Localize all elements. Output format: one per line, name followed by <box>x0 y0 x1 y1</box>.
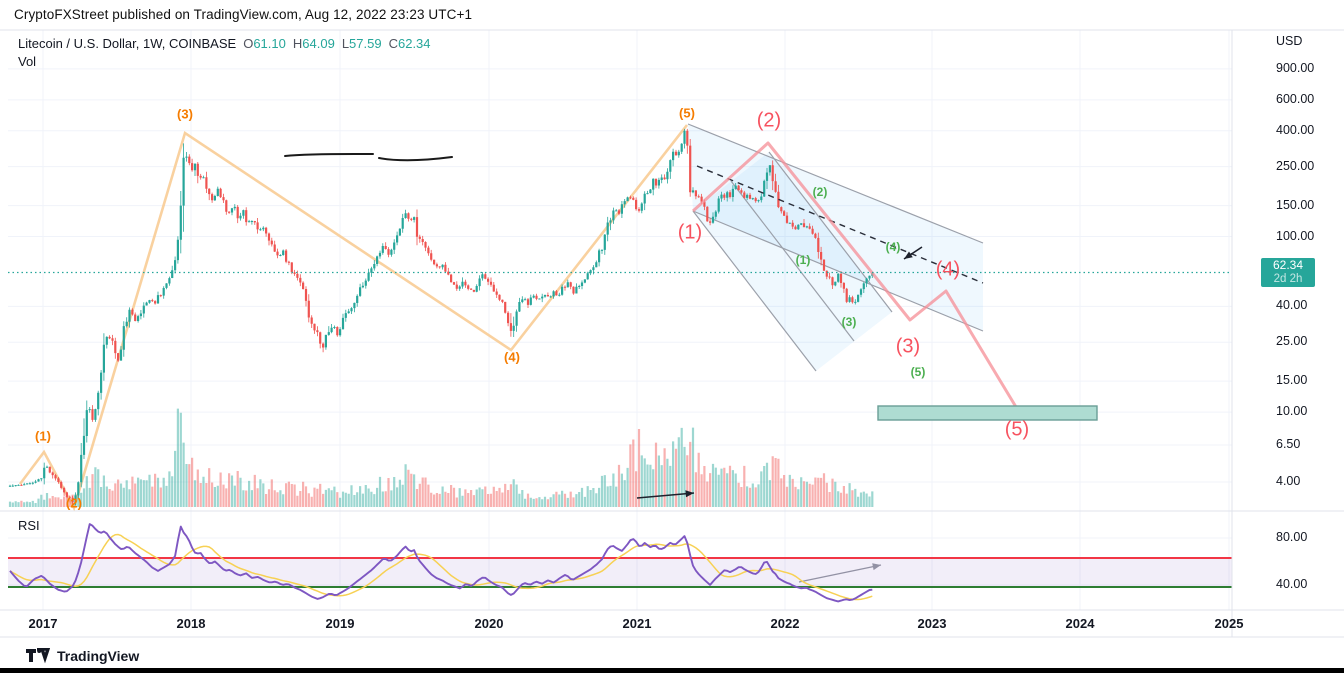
wave-label-green: (5) <box>910 365 926 379</box>
rsi-axis-label: 80.00 <box>1276 530 1308 544</box>
ohlc-value: 61.10 <box>253 36 286 51</box>
price-axis-label: 40.00 <box>1276 298 1308 313</box>
wave-label-red: (1) <box>677 221 703 244</box>
bar-countdown: 2d 2h <box>1273 272 1303 285</box>
ohlc-value: 64.09 <box>302 36 335 51</box>
price-axis-label: 10.00 <box>1276 404 1308 419</box>
ohlc-value: 57.59 <box>349 36 382 51</box>
year-label[interactable]: 2022 <box>770 616 800 631</box>
price-axis-currency[interactable]: USD <box>1276 34 1303 48</box>
year-label[interactable]: 2017 <box>28 616 58 631</box>
year-label[interactable]: 2019 <box>325 616 355 631</box>
ohlc-key: O <box>243 36 254 51</box>
ohlc-key: H <box>292 36 303 51</box>
footer: TradingView <box>26 648 139 664</box>
year-label[interactable]: 2018 <box>176 616 206 631</box>
wave-label-orange: (2) <box>66 495 82 511</box>
volume-label[interactable]: Vol <box>18 54 37 69</box>
wave-label-green: (4) <box>885 240 901 254</box>
rsi-axis-label: 40.00 <box>1276 577 1308 591</box>
price-axis-label: 15.00 <box>1276 373 1308 388</box>
last-price-value: 62.34 <box>1272 258 1304 272</box>
attribution-bar: CryptoFXStreet published on TradingView.… <box>14 7 472 22</box>
symbol-title[interactable]: Litecoin / U.S. Dollar, 1W, COINBASE <box>18 36 237 51</box>
year-label[interactable]: 2023 <box>917 616 947 631</box>
wave-label-red: (2) <box>756 109 782 132</box>
price-axis-label: 4.00 <box>1276 473 1301 488</box>
wave-label-orange: (1) <box>35 428 51 444</box>
wave-label-green: (2) <box>812 185 828 199</box>
wave-label-red: (4) <box>935 258 961 281</box>
year-label[interactable]: 2024 <box>1065 616 1095 631</box>
price-axis-label: 150.00 <box>1276 197 1315 212</box>
ohlc-key: C <box>388 36 398 51</box>
year-label[interactable]: 2020 <box>474 616 504 631</box>
wave-label-red: (5) <box>1004 418 1030 441</box>
rsi-indicator-label[interactable]: RSI <box>18 518 40 533</box>
price-axis-label: 100.00 <box>1276 228 1315 243</box>
wave-label-red: (3) <box>895 335 921 358</box>
price-axis-label: 6.50 <box>1276 436 1301 451</box>
ohlc-values: O61.10 H64.09 L57.59 C62.34 <box>236 36 430 51</box>
attribution-text: CryptoFXStreet published on TradingView.… <box>14 7 473 22</box>
last-price-badge: 62.34 2d 2h <box>1261 258 1315 287</box>
tradingview-brand[interactable]: TradingView <box>57 648 140 664</box>
tradingview-logo-icon[interactable] <box>26 648 50 664</box>
wave-label-orange: (5) <box>679 105 695 121</box>
ohlc-key: L <box>341 36 350 51</box>
symbol-legend: Litecoin / U.S. Dollar, 1W, COINBASE O61.… <box>18 35 431 71</box>
price-axis-label: 900.00 <box>1276 60 1315 75</box>
bottom-black-bar <box>0 668 1344 673</box>
price-axis-label: 25.00 <box>1276 334 1308 349</box>
price-axis-label: 400.00 <box>1276 122 1315 137</box>
wave-label-green: (3) <box>841 315 857 329</box>
price-axis-label: 250.00 <box>1276 158 1315 173</box>
wave-label-orange: (3) <box>177 106 193 122</box>
wave-label-green: (1) <box>795 253 811 267</box>
ohlc-value: 62.34 <box>397 36 431 51</box>
price-axis-label: 600.00 <box>1276 91 1315 106</box>
year-label[interactable]: 2025 <box>1214 616 1244 631</box>
year-label[interactable]: 2021 <box>622 616 652 631</box>
wave-label-orange: (4) <box>504 349 520 365</box>
